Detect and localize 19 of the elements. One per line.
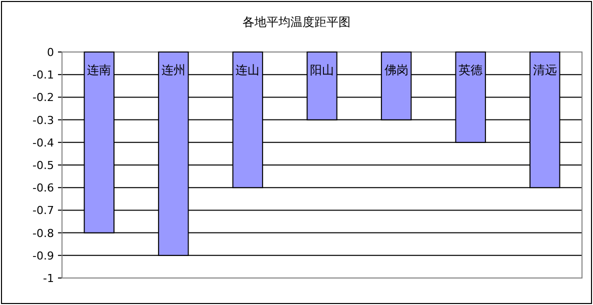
x-tick-label: 连州 (161, 63, 186, 77)
y-tick-label: -0.5 (32, 159, 54, 172)
y-tick-label: -1 (43, 272, 54, 285)
x-tick-label: 阳山 (310, 63, 334, 77)
y-tick-label: -0.8 (32, 226, 54, 240)
y-tick-label: -0.4 (32, 136, 54, 150)
y-tick-label: -0.2 (32, 91, 54, 104)
y-tick-label: -0.9 (32, 249, 54, 262)
x-tick-label: 佛岗 (384, 63, 408, 77)
y-tick-label: -0.3 (32, 114, 54, 127)
chart-title: 各地平均温度距平图 (242, 15, 350, 29)
y-tick-label: -0.1 (32, 68, 54, 82)
x-tick-label: 英德 (458, 63, 483, 77)
x-tick-label: 连山 (236, 63, 260, 77)
y-tick-label: 0 (47, 46, 54, 59)
x-tick-label: 连南 (87, 63, 112, 77)
y-tick-label: -0.7 (32, 204, 54, 218)
y-tick-label: -0.6 (32, 182, 54, 195)
x-tick-label: 清远 (532, 63, 557, 77)
